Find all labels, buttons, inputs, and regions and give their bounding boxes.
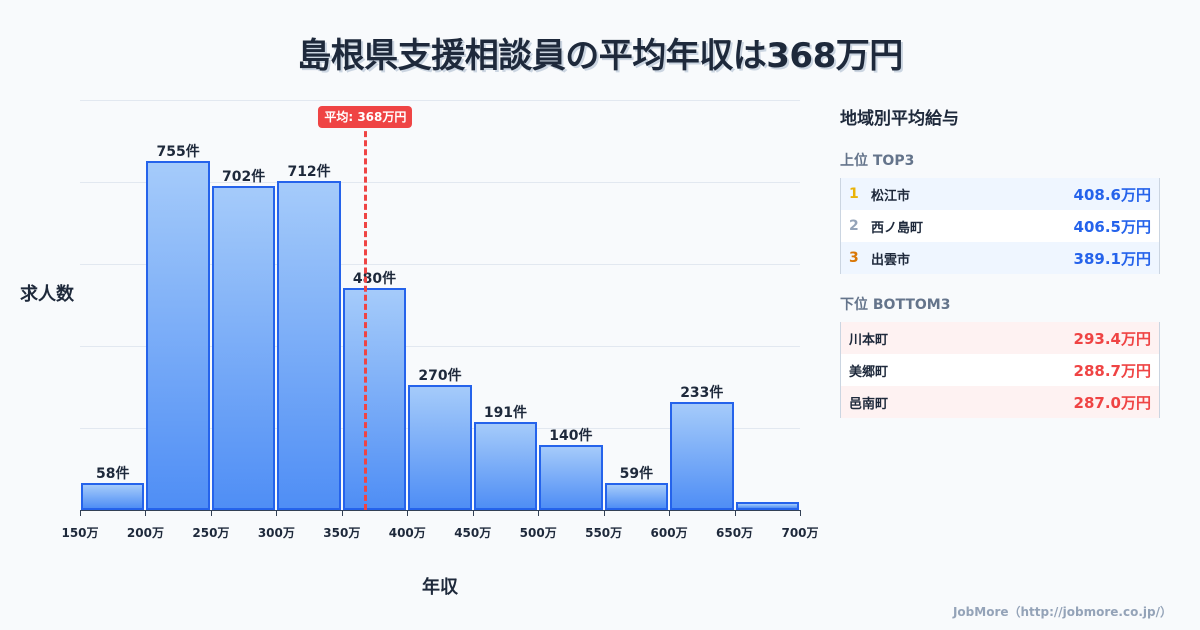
salary-value: 406.5万円 xyxy=(1073,217,1151,236)
x-tick-label: 450万 xyxy=(454,526,492,540)
x-tick-label: 200万 xyxy=(126,526,164,540)
bar-value-label: 702件 xyxy=(222,168,266,185)
page-title: 島根県支援相談員の平均年収は368万円 xyxy=(297,36,903,76)
histogram-bar xyxy=(604,482,669,510)
histogram-bar xyxy=(211,185,276,510)
region-name: 松江市 xyxy=(871,188,911,204)
gridline xyxy=(80,346,800,347)
rank-number: 2 xyxy=(849,218,859,234)
bar-value-label: 270件 xyxy=(418,368,462,385)
histogram-bar xyxy=(735,502,799,510)
x-tick xyxy=(734,510,736,516)
salary-value: 389.1万円 xyxy=(1073,249,1151,268)
bar-value-label: 755件 xyxy=(156,144,200,160)
bottom3-table: 川本町 293.4万円 美郷町 288.7万円 邑南町 287.0万円 xyxy=(840,322,1160,418)
x-tick xyxy=(603,510,605,516)
histogram-bar xyxy=(670,402,734,510)
bar-value-label: 233件 xyxy=(680,385,724,402)
histogram-bar xyxy=(408,385,472,510)
x-tick xyxy=(669,510,671,516)
bar-value-label: 191件 xyxy=(483,404,528,421)
x-tick-label: 400万 xyxy=(388,526,426,540)
gridline xyxy=(80,182,800,183)
table-row: 3 出雲市 389.1万円 xyxy=(841,242,1159,274)
histogram-bar xyxy=(473,421,538,510)
table-row: 邑南町 287.0万円 xyxy=(841,386,1159,418)
table-row: 美郷町 288.7万円 xyxy=(841,354,1159,386)
x-tick xyxy=(800,510,801,516)
histogram-bar xyxy=(146,161,210,510)
gridline xyxy=(80,100,800,101)
table-row: 川本町 293.4万円 xyxy=(841,322,1159,354)
bottom3-label: 下位 BOTTOM3 xyxy=(840,297,951,313)
x-tick xyxy=(145,510,147,516)
y-axis-label: 求人数 xyxy=(20,284,74,305)
bar-value-label: 59件 xyxy=(619,465,654,482)
x-tick-label: 250万 xyxy=(192,526,230,540)
rank-number: 1 xyxy=(849,186,859,202)
region-name: 美郷町 xyxy=(849,364,889,380)
top3-table: 1 松江市 408.6万円 2 西ノ島町 406.5万円 3 出雲市 389.1… xyxy=(840,178,1160,274)
x-tick-label: 650万 xyxy=(716,526,754,540)
x-tick xyxy=(341,510,343,516)
histogram-bar xyxy=(277,180,341,510)
rank-number: 3 xyxy=(849,250,859,266)
top3-label: 上位 TOP3 xyxy=(840,153,915,169)
x-tick-label: 300万 xyxy=(257,526,295,540)
histogram-bar xyxy=(342,288,407,510)
x-axis-label: 年収 xyxy=(422,577,458,598)
salary-value: 293.4万円 xyxy=(1073,329,1151,348)
histogram-chart: 58件 755件 702件 712件 480件 270件 191件 140件 59件 233件 1… xyxy=(20,100,819,598)
x-tick-label: 500万 xyxy=(519,526,557,540)
table-row: 2 西ノ島町 406.5万円 xyxy=(841,210,1159,242)
region-name: 西ノ島町 xyxy=(871,220,924,236)
x-tick-label: 700万 xyxy=(781,526,819,540)
bar-value-label: 480件 xyxy=(352,271,397,288)
histogram-bar xyxy=(539,445,603,510)
regional-salary-panel: 地域別平均給与 上位 TOP3 1 松江市 408.6万円 2 西ノ島町 406… xyxy=(840,104,1160,418)
region-name: 出雲市 xyxy=(871,252,911,268)
gridline xyxy=(80,264,800,265)
salary-value: 287.0万円 xyxy=(1073,393,1151,412)
x-tick-label: 150万 xyxy=(61,526,99,540)
salary-value: 408.6万円 xyxy=(1073,185,1151,204)
bar-value-label: 58件 xyxy=(95,466,130,483)
x-tick xyxy=(276,510,278,516)
region-name: 川本町 xyxy=(849,332,889,348)
x-tick xyxy=(210,510,212,516)
average-line xyxy=(363,122,367,510)
histogram-bar xyxy=(81,483,145,510)
panel-title: 地域別平均給与 xyxy=(840,109,959,129)
bar-value-label: 140件 xyxy=(549,428,593,445)
x-tick-label: 350万 xyxy=(323,526,361,540)
table-row: 1 松江市 408.6万円 xyxy=(841,178,1159,210)
footer-credit: JobMore（http://jobmore.co.jp/） xyxy=(952,605,1172,619)
x-axis-line xyxy=(80,510,800,511)
x-tick-label: 550万 xyxy=(585,526,623,540)
salary-value: 288.7万円 xyxy=(1073,361,1151,380)
x-tick-label: 600万 xyxy=(650,526,688,540)
x-tick xyxy=(472,510,474,516)
average-badge: 平均: 368万円 xyxy=(318,106,413,128)
x-tick xyxy=(538,510,540,516)
x-tick xyxy=(80,510,81,516)
bar-value-label: 712件 xyxy=(287,163,331,180)
x-tick xyxy=(407,510,409,516)
region-name: 邑南町 xyxy=(849,396,889,412)
